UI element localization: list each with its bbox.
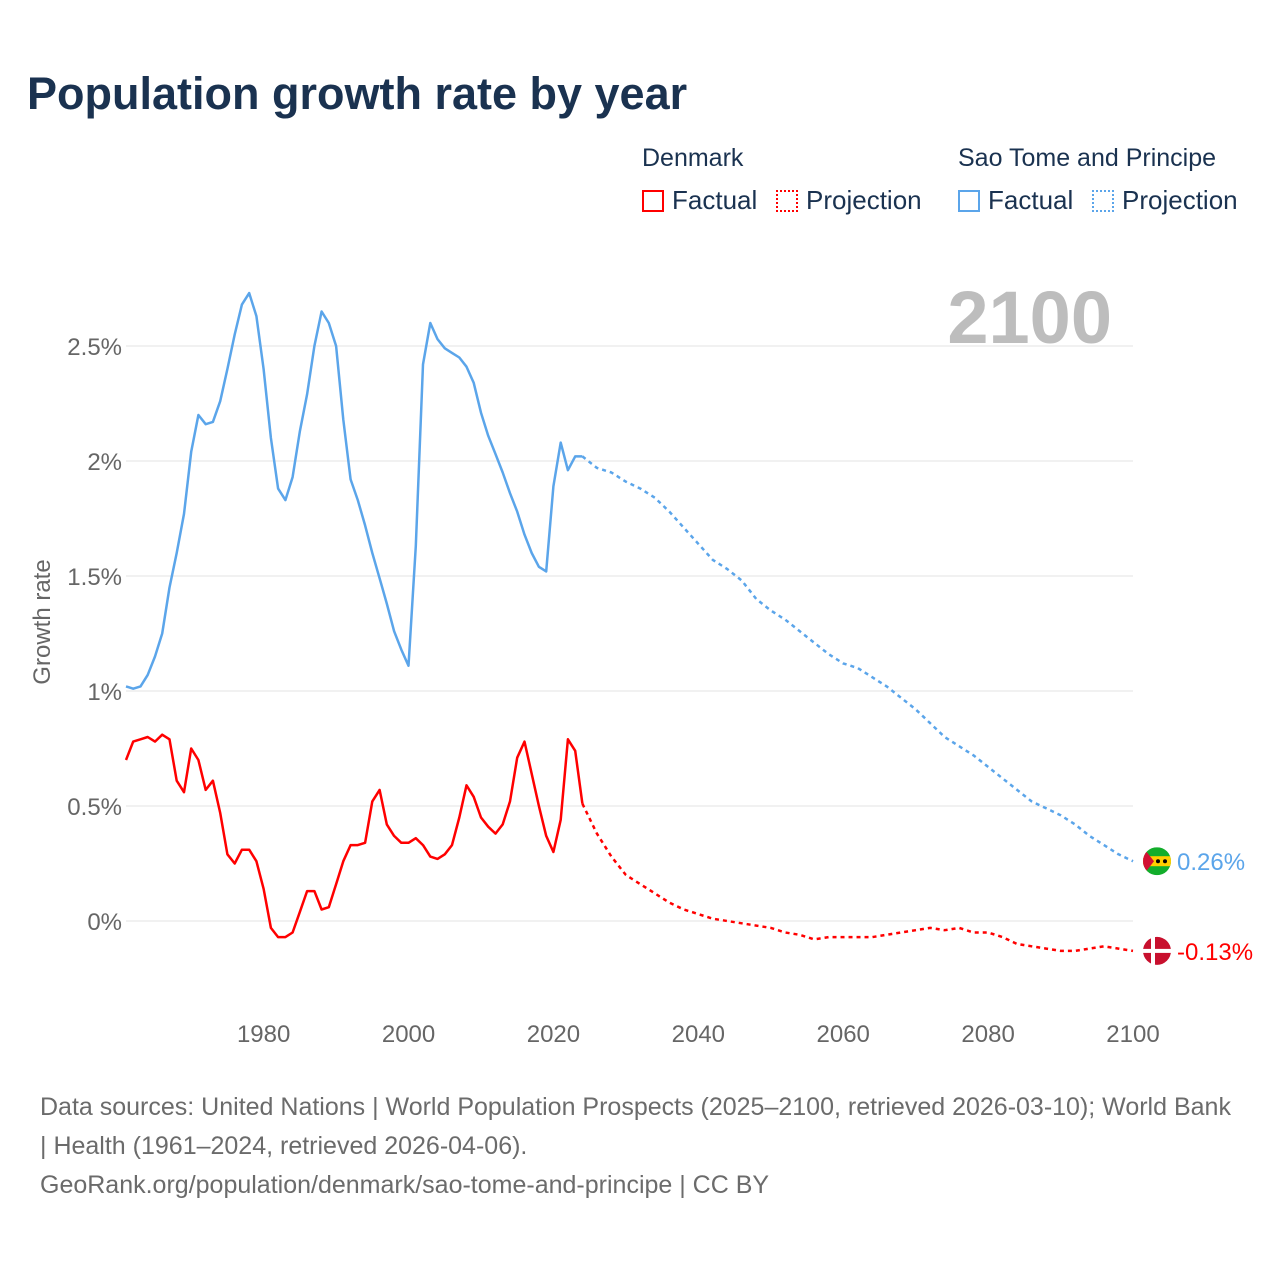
legend-sao-tome-factual[interactable]: Factual	[958, 185, 1073, 216]
flag-cross-horizontal	[1143, 948, 1171, 953]
legend-label: Projection	[1122, 185, 1238, 215]
end-value-label: 0.26%	[1177, 849, 1245, 876]
x-tick-label: 2040	[672, 1021, 725, 1048]
y-tick-label: 2%	[87, 449, 122, 476]
flag-triangle	[1143, 847, 1154, 876]
y-tick-label: 1.5%	[67, 564, 122, 591]
legend-sao-tome-projection[interactable]: Projection	[1092, 185, 1238, 216]
x-tick-label: 2100	[1106, 1021, 1159, 1048]
flag-star	[1156, 859, 1160, 864]
legend-label: Factual	[988, 185, 1074, 215]
legend-swatch-dotted-icon	[1092, 189, 1114, 212]
source-link[interactable]: GeoRank.org/population/denmark/sao-tome-…	[40, 1171, 770, 1199]
legend-swatch-solid-icon	[958, 189, 980, 212]
chart-title: Population growth rate by year	[27, 68, 688, 119]
legend-label: Factual	[672, 185, 758, 215]
sao-tome-and-principe-factual-line	[125, 291, 583, 690]
legend-denmark-factual[interactable]: Factual	[642, 185, 757, 216]
x-tick-label: 1980	[237, 1021, 290, 1048]
legend-label: Projection	[806, 185, 922, 215]
y-tick-label: 1%	[87, 679, 122, 706]
y-tick-label: 2.5%	[67, 334, 122, 361]
legend-denmark-projection[interactable]: Projection	[776, 185, 922, 216]
y-tick-label: 0.5%	[67, 794, 122, 821]
sao-tome-and-principe-projection-line	[581, 455, 1134, 863]
x-tick-label: 2080	[961, 1021, 1014, 1048]
footer: Data sources: United Nations | World Pop…	[40, 1088, 1240, 1205]
denmark-projection-line	[581, 803, 1134, 953]
sao-tome-flag-icon	[1143, 847, 1171, 876]
denmark-flag-icon	[1143, 936, 1171, 965]
flag-body	[1143, 847, 1171, 876]
legend-group-denmark: Denmark	[642, 144, 744, 172]
end-value-label: -0.13%	[1177, 939, 1253, 966]
legend-swatch-solid-icon	[642, 189, 664, 212]
y-axis-label: Growth rate	[29, 559, 56, 684]
y-tick-label: 0%	[87, 909, 122, 936]
line-chart: 0% 0.5% 1% 1.5% 2% 2.5% 1980 2000 2020 2040 2060 20…	[29, 276, 1253, 1048]
year-indicator: 2100	[947, 276, 1112, 359]
data-sources: Data sources: United Nations | World Pop…	[40, 1093, 1231, 1160]
legend-swatch-dotted-icon	[776, 189, 798, 212]
x-tick-label: 2060	[817, 1021, 870, 1048]
x-tick-label: 2000	[382, 1021, 435, 1048]
denmark-factual-line	[124, 733, 584, 939]
flag-star	[1163, 859, 1167, 864]
x-tick-label: 2020	[527, 1021, 580, 1048]
legend-group-sao-tome: Sao Tome and Principe	[958, 144, 1217, 172]
